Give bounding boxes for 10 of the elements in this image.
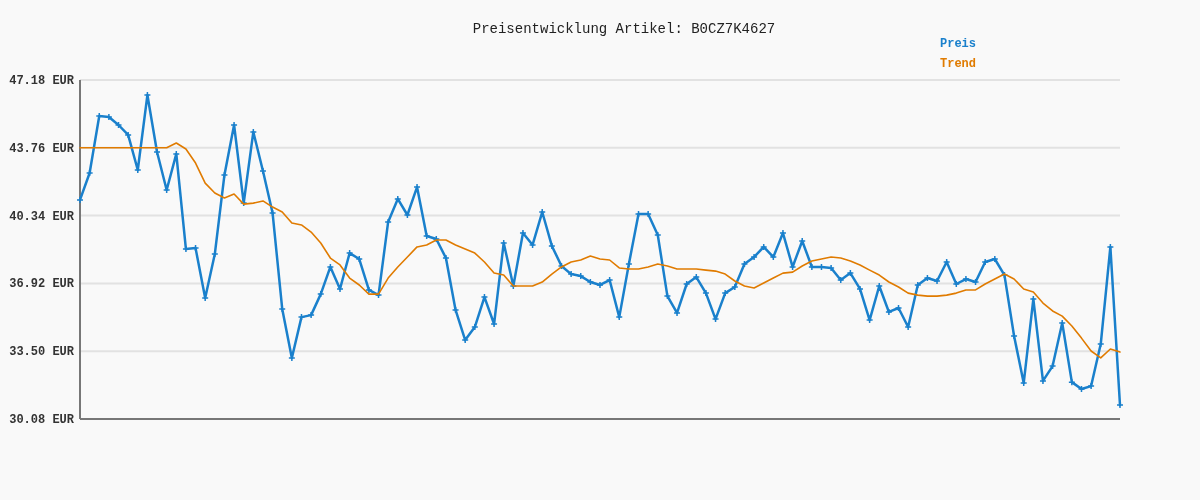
chart-title: Preisentwicklung Artikel: B0CZ7K4627	[472, 21, 776, 37]
y-tick-label: 33.50 EUR	[9, 345, 75, 360]
y-tick-label: 36.92 EUR	[9, 277, 75, 292]
y-tick-label: 47.18 EUR	[9, 74, 75, 88]
y-tick-label: 40.34 EUR	[9, 209, 75, 224]
y-tick-label: 43.76 EUR	[9, 141, 75, 156]
text: Preis	[940, 37, 977, 51]
line-series	[79, 142, 1121, 359]
text: Trend	[940, 57, 977, 71]
y-tick-label: 30.08 EUR	[9, 413, 75, 427]
